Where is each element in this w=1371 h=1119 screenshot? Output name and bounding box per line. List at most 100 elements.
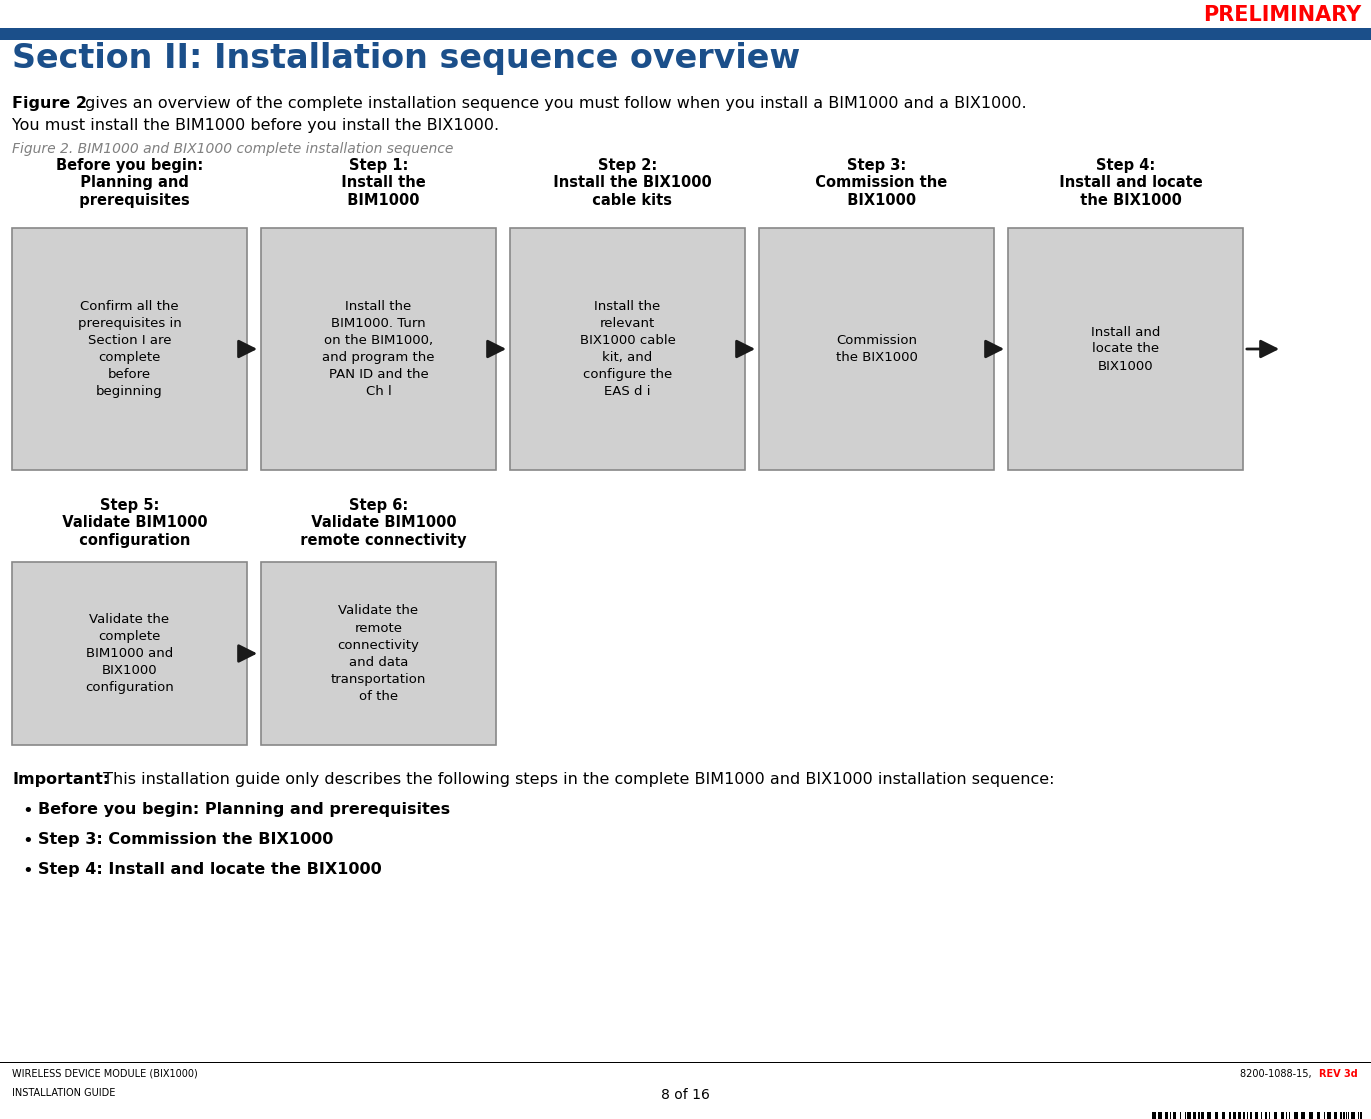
Bar — [1165, 1112, 1168, 1119]
Text: Commission
the BIX1000: Commission the BIX1000 — [835, 333, 917, 364]
Text: 8 of 16: 8 of 16 — [661, 1088, 709, 1102]
Bar — [1331, 1112, 1334, 1119]
Bar — [1305, 1112, 1309, 1119]
Bar — [1245, 1112, 1248, 1119]
Text: •: • — [22, 802, 33, 820]
Bar — [1198, 1112, 1200, 1119]
Text: Step 1:
  Install the
  BIM1000: Step 1: Install the BIM1000 — [332, 158, 426, 208]
Text: WIRELESS DEVICE MODULE (BIX1000): WIRELESS DEVICE MODULE (BIX1000) — [12, 1069, 197, 1079]
Bar — [1261, 1112, 1265, 1119]
Text: Validate the
complete
BIM1000 and
BIX1000
configuration: Validate the complete BIM1000 and BIX100… — [85, 613, 174, 694]
Bar — [1180, 1112, 1185, 1119]
Bar — [1237, 1112, 1238, 1119]
Bar — [1168, 1112, 1169, 1119]
Bar — [1193, 1112, 1196, 1119]
Bar — [1228, 1112, 1231, 1119]
Bar — [1217, 1112, 1222, 1119]
Bar — [760, 228, 994, 470]
Text: You must install the BIM1000 before you install the BIX1000.: You must install the BIM1000 before you … — [12, 117, 499, 133]
Text: gives an overview of the complete installation sequence you must follow when you: gives an overview of the complete instal… — [80, 96, 1027, 111]
Bar — [1222, 1112, 1226, 1119]
Text: PRELIMINARY: PRELIMINARY — [1202, 4, 1361, 25]
Bar — [1231, 1112, 1233, 1119]
Bar — [510, 228, 744, 470]
Text: Step 3: Commission the BIX1000: Step 3: Commission the BIX1000 — [38, 833, 333, 847]
Bar — [1191, 1112, 1193, 1119]
Bar — [1309, 1112, 1313, 1119]
Text: Before you begin:
  Planning and
  prerequisites: Before you begin: Planning and prerequis… — [56, 158, 203, 208]
Bar — [1196, 1112, 1198, 1119]
Bar — [1265, 1112, 1267, 1119]
Text: Before you begin: Planning and prerequisites: Before you begin: Planning and prerequis… — [38, 802, 450, 817]
Bar — [1215, 1112, 1217, 1119]
Bar — [1187, 1112, 1191, 1119]
Bar — [1008, 228, 1243, 470]
Bar — [1171, 1112, 1174, 1119]
Text: Figure 2. BIM1000 and BIX1000 complete installation sequence: Figure 2. BIM1000 and BIX1000 complete i… — [12, 142, 454, 156]
Text: 8200-1088-15,: 8200-1088-15, — [1239, 1069, 1315, 1079]
Bar — [1252, 1112, 1254, 1119]
Bar — [0, 1062, 1371, 1063]
Text: Step 4: Install and locate the BIX1000: Step 4: Install and locate the BIX1000 — [38, 862, 381, 877]
Text: Step 4:
  Install and locate
  the BIX1000: Step 4: Install and locate the BIX1000 — [1049, 158, 1202, 208]
Text: Confirm all the
prerequisites in
Section I are
complete
before
beginning: Confirm all the prerequisites in Section… — [78, 300, 181, 398]
Bar — [1238, 1112, 1241, 1119]
Bar — [1241, 1112, 1243, 1119]
Bar — [1204, 1112, 1206, 1119]
Text: Install and
locate the
BIX1000: Install and locate the BIX1000 — [1091, 326, 1160, 373]
Bar — [1334, 1112, 1337, 1119]
Text: •: • — [22, 833, 33, 850]
Bar — [0, 28, 1371, 40]
Bar — [1349, 1112, 1350, 1119]
Bar — [1287, 1112, 1289, 1119]
Bar — [260, 228, 496, 470]
Bar — [1211, 1112, 1215, 1119]
Text: Install the
relevant
BIX1000 cable
kit, and
configure the
EAS d i: Install the relevant BIX1000 cable kit, … — [580, 300, 676, 398]
Text: This installation guide only describes the following steps in the complete BIM10: This installation guide only describes t… — [97, 772, 1054, 787]
Bar — [1267, 1112, 1270, 1119]
Text: Section II: Installation sequence overview: Section II: Installation sequence overvi… — [12, 43, 801, 75]
Bar — [1294, 1112, 1298, 1119]
Text: Validate the
remote
connectivity
and data
transportation
of the: Validate the remote connectivity and dat… — [330, 604, 426, 703]
Bar — [1176, 1112, 1180, 1119]
Bar — [1301, 1112, 1305, 1119]
Bar — [1163, 1112, 1165, 1119]
Bar — [1285, 1112, 1286, 1119]
Text: Figure 2: Figure 2 — [12, 96, 86, 111]
Bar — [1152, 1112, 1156, 1119]
Bar — [1259, 1112, 1261, 1119]
Text: Step 2:
  Install the BIX1000
  cable kits: Step 2: Install the BIX1000 cable kits — [543, 158, 712, 208]
Text: Install the
BIM1000. Turn
on the BIM1000,
and program the
PAN ID and the
Ch l: Install the BIM1000. Turn on the BIM1000… — [322, 300, 435, 398]
Bar — [1337, 1112, 1339, 1119]
Bar — [1320, 1112, 1324, 1119]
Bar — [1174, 1112, 1176, 1119]
Bar — [1290, 1112, 1294, 1119]
Text: •: • — [22, 862, 33, 880]
Bar — [1313, 1112, 1318, 1119]
Bar — [1318, 1112, 1320, 1119]
Bar — [1250, 1112, 1252, 1119]
Bar — [1206, 1112, 1211, 1119]
Bar — [1274, 1112, 1276, 1119]
Text: Step 3:
  Commission the
  BIX1000: Step 3: Commission the BIX1000 — [805, 158, 947, 208]
Bar — [1350, 1112, 1355, 1119]
Bar — [1226, 1112, 1228, 1119]
Text: INSTALLATION GUIDE: INSTALLATION GUIDE — [12, 1088, 115, 1098]
Bar — [1156, 1112, 1158, 1119]
Bar — [1281, 1112, 1285, 1119]
Bar — [1298, 1112, 1301, 1119]
Bar — [12, 228, 247, 470]
Bar — [1360, 1112, 1361, 1119]
Bar — [1243, 1112, 1245, 1119]
Bar — [1339, 1112, 1342, 1119]
Bar — [1158, 1112, 1163, 1119]
Bar — [1201, 1112, 1204, 1119]
Bar — [1276, 1112, 1281, 1119]
Bar — [1327, 1112, 1331, 1119]
Bar — [1344, 1112, 1345, 1119]
Text: Step 5:
  Validate BIM1000
  configuration: Step 5: Validate BIM1000 configuration — [52, 498, 207, 548]
Bar — [1270, 1112, 1274, 1119]
Bar — [12, 562, 247, 745]
Bar — [1248, 1112, 1250, 1119]
Bar — [260, 562, 496, 745]
